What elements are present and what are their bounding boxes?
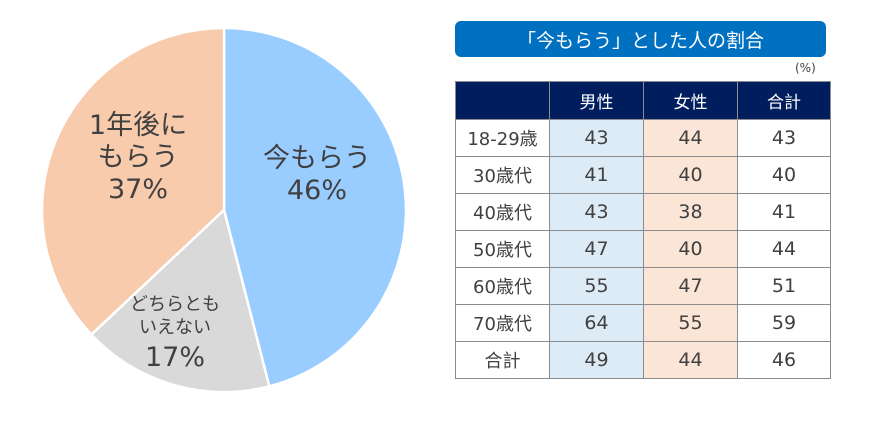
header-blank <box>455 81 550 120</box>
cell-male: 43 <box>549 193 644 231</box>
cell-female: 44 <box>643 119 738 157</box>
cell-total: 44 <box>737 230 831 268</box>
cell-male: 49 <box>549 341 644 379</box>
row-label: 30歳代 <box>455 156 550 194</box>
pie-label-neither-line1: どちらとも <box>130 294 220 315</box>
row-label: 60歳代 <box>455 267 550 305</box>
pie-label-later-pct: 37% <box>107 173 168 205</box>
cell-total: 51 <box>737 267 831 305</box>
row-label: 18-29歳 <box>455 119 550 157</box>
cell-female: 40 <box>643 230 738 268</box>
cell-male: 55 <box>549 267 644 305</box>
pie-label-neither: どちらとも いえない 17% <box>120 294 230 375</box>
pie-slice <box>40 26 226 337</box>
cell-total: 46 <box>737 341 831 379</box>
table-row: 70歳代 64 55 59 <box>455 304 831 342</box>
table-row-total: 合計 49 44 46 <box>455 341 831 379</box>
pie-label-later: 1年後に もらう 37% <box>78 110 198 206</box>
table-row: 50歳代 47 40 44 <box>455 230 831 268</box>
pie-label-now-text: 今もらう <box>263 143 371 174</box>
table-row: 18-29歳 43 44 43 <box>455 119 831 157</box>
cell-total: 41 <box>737 193 831 231</box>
cell-total: 40 <box>737 156 831 194</box>
table-title: 「今もらう」とした人の割合 <box>455 21 826 57</box>
cell-total: 59 <box>737 304 831 342</box>
cell-male: 64 <box>549 304 644 342</box>
pie-label-neither-line2: いえない <box>139 316 211 338</box>
cell-male: 47 <box>549 230 644 268</box>
cell-male: 41 <box>549 156 644 194</box>
cell-female: 38 <box>643 193 738 231</box>
pie-chart <box>40 26 408 394</box>
header-total: 合計 <box>737 81 831 120</box>
unit-label: (%) <box>795 61 816 75</box>
pie-label-now-pct: 46% <box>286 174 347 206</box>
pie-slice <box>89 207 271 394</box>
pie-label-later-line2: もらう <box>97 141 179 173</box>
cell-total: 43 <box>737 119 831 157</box>
table-row: 40歳代 43 38 41 <box>455 193 831 231</box>
cell-female: 47 <box>643 267 738 305</box>
table-header-row: 男性 女性 合計 <box>455 81 831 120</box>
pie-slice <box>222 26 408 388</box>
pie-slices <box>40 26 408 394</box>
cell-female: 40 <box>643 156 738 194</box>
table-row: 30歳代 41 40 40 <box>455 156 831 194</box>
row-label: 50歳代 <box>455 230 550 268</box>
pie-label-neither-pct: 17% <box>144 342 205 373</box>
cell-female: 55 <box>643 304 738 342</box>
header-female: 女性 <box>643 81 738 120</box>
pie-label-later-line1: 1年後に <box>88 110 188 141</box>
row-label: 70歳代 <box>455 304 550 342</box>
ratio-table: 男性 女性 合計 18-29歳 43 44 43 30歳代 41 40 40 4… <box>455 81 831 379</box>
cell-female: 44 <box>643 341 738 379</box>
table-row: 60歳代 55 47 51 <box>455 267 831 305</box>
pie-label-now: 今もらう 46% <box>262 143 372 207</box>
header-male: 男性 <box>549 81 644 120</box>
row-label: 40歳代 <box>455 193 550 231</box>
cell-male: 43 <box>549 119 644 157</box>
row-label: 合計 <box>455 341 550 379</box>
